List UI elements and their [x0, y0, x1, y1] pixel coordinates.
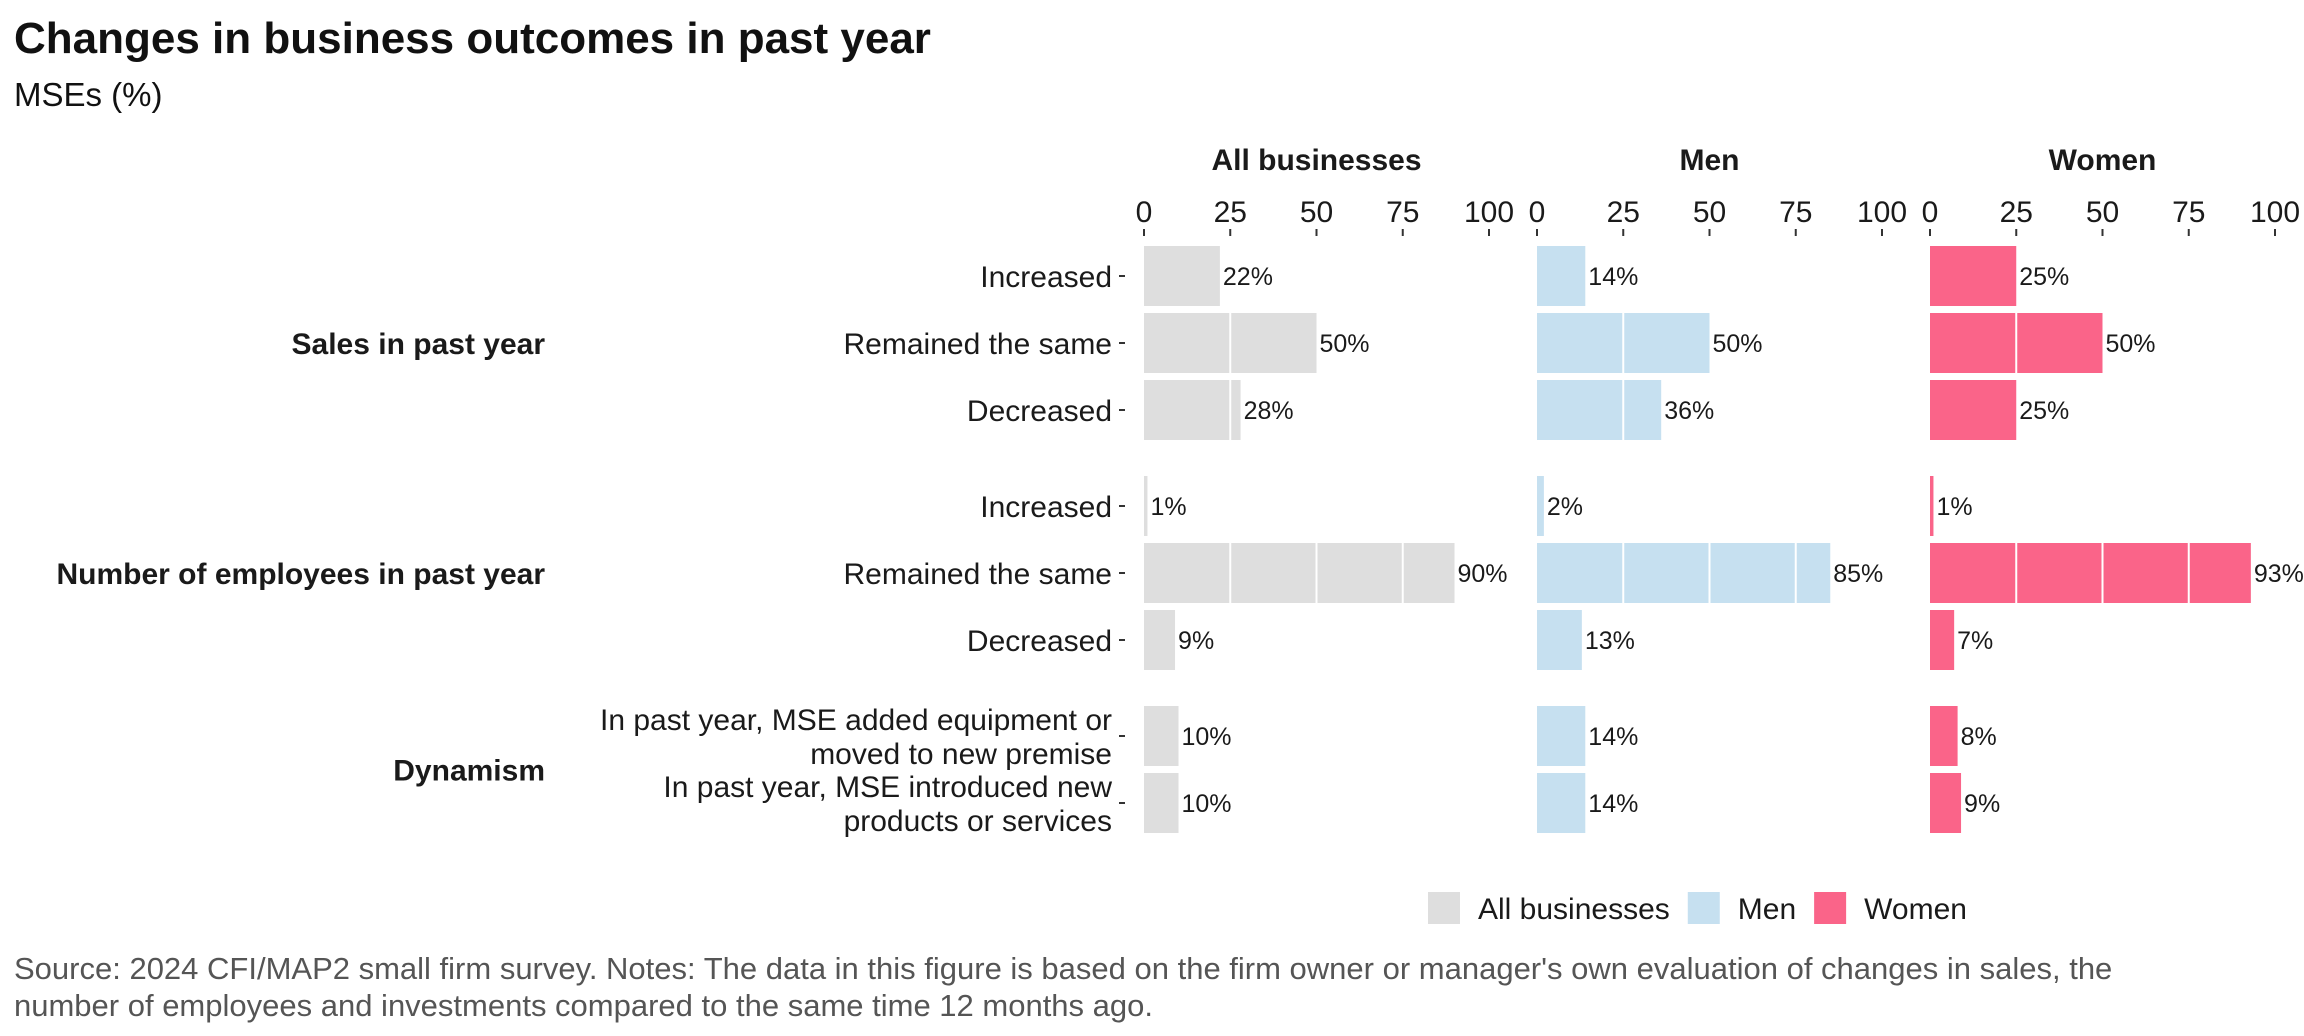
data-label: 50%	[2106, 330, 2156, 358]
bar	[1930, 610, 1955, 670]
bar	[1537, 773, 1586, 833]
bar	[1537, 706, 1586, 766]
row-label: Increased	[980, 261, 1112, 294]
group-label: Dynamism	[393, 755, 545, 788]
bar	[1144, 610, 1176, 670]
data-label: 1%	[1936, 493, 1972, 521]
x-tick-label: 100	[2250, 196, 2300, 229]
chart-plot: All businesses Men Women 0 25 50 75 100 0 25 50 75…	[57, 144, 2304, 926]
panel-headers: All businesses Men Women	[1211, 144, 2156, 177]
panel-header: All businesses	[1211, 144, 1421, 177]
group-label: Number of employees in past year	[57, 558, 546, 591]
data-label: 1%	[1150, 493, 1186, 521]
legend-label: Men	[1738, 893, 1796, 926]
data-label: 9%	[1964, 790, 2000, 818]
data-label: 10%	[1182, 790, 1232, 818]
x-tick-label: 25	[1607, 196, 1640, 229]
x-tick-label: 100	[1857, 196, 1907, 229]
data-label: 50%	[1713, 330, 1763, 358]
panel-header: Women	[2049, 144, 2157, 177]
bar	[1144, 543, 1455, 603]
bar	[1144, 380, 1241, 440]
group-label: Sales in past year	[292, 328, 546, 361]
bar	[1930, 543, 2251, 603]
data-label: 14%	[1588, 263, 1638, 291]
chart-title: Changes in business outcomes in past yea…	[14, 14, 931, 63]
axes: 0 25 50 75 100 0 25 50 75 100 0 25 50 75 100	[1119, 196, 2300, 804]
legend-swatch	[1814, 892, 1847, 924]
legend-label: All businesses	[1478, 893, 1670, 926]
row-label: Remained the same	[844, 328, 1112, 361]
row-label: Decreased	[967, 395, 1112, 428]
bar	[1930, 380, 2017, 440]
data-label: 13%	[1585, 627, 1635, 655]
x-tick-label: 75	[1779, 196, 1812, 229]
row-label: In past year, MSE added equipment or	[600, 704, 1112, 737]
data-label: 50%	[1320, 330, 1370, 358]
bar	[1144, 706, 1179, 766]
data-label: 7%	[1957, 627, 1993, 655]
x-tick-label: 50	[2086, 196, 2119, 229]
row-label: products or services	[844, 805, 1112, 838]
data-label: 9%	[1178, 627, 1214, 655]
row-label: In past year, MSE introduced new	[663, 771, 1112, 804]
x-tick-label: 0	[1922, 196, 1939, 229]
data-label: 14%	[1588, 723, 1638, 751]
bars: 22% 50% 28% 1% 90% 9% 10% 10% 14% 50% 36% 2% 85% 13% 1…	[1144, 246, 2304, 833]
x-tick-label: 0	[1529, 196, 1546, 229]
data-label: 10%	[1182, 723, 1232, 751]
legend-label: Women	[1864, 893, 1967, 926]
x-tick-label: 75	[1386, 196, 1419, 229]
legend: All businesses Men Women	[1428, 892, 1967, 926]
bar	[1537, 246, 1586, 306]
data-label: 25%	[2019, 397, 2069, 425]
bar	[1144, 246, 1220, 306]
bar	[1144, 476, 1148, 536]
x-tick-label: 50	[1300, 196, 1333, 229]
row-label: Decreased	[967, 625, 1112, 658]
bar	[1537, 610, 1582, 670]
x-tick-label: 50	[1693, 196, 1726, 229]
x-tick-label: 25	[1214, 196, 1247, 229]
x-tick-label: 75	[2172, 196, 2205, 229]
chart-source: Source: 2024 CFI/MAP2 small firm survey.…	[14, 951, 2113, 1023]
bar	[1930, 706, 1958, 766]
data-label: 90%	[1458, 560, 1508, 588]
chart-subtitle: MSEs (%)	[14, 76, 163, 113]
row-label: Remained the same	[844, 558, 1112, 591]
group-labels: Sales in past year Number of employees in…	[57, 328, 546, 788]
data-label: 14%	[1588, 790, 1638, 818]
x-tick-label: 100	[1464, 196, 1514, 229]
data-label: 36%	[1664, 397, 1714, 425]
x-tick-label: 0	[1136, 196, 1153, 229]
bar	[1144, 773, 1179, 833]
x-tick-label: 25	[2000, 196, 2033, 229]
legend-swatch	[1428, 892, 1460, 924]
bar	[1930, 476, 1934, 536]
legend-swatch	[1687, 892, 1720, 924]
bar	[1930, 773, 1962, 833]
bar	[1930, 246, 2017, 306]
data-label: 22%	[1223, 263, 1273, 291]
bar	[1537, 380, 1662, 440]
row-label: moved to new premise	[810, 738, 1112, 771]
data-label: 8%	[1961, 723, 1997, 751]
data-label: 2%	[1547, 493, 1583, 521]
bar	[1537, 476, 1544, 536]
data-label: 25%	[2019, 263, 2069, 291]
row-labels: Increased Remained the same Decreased Incre…	[600, 261, 1112, 838]
bar	[1537, 543, 1831, 603]
data-label: 93%	[2254, 560, 2304, 588]
row-label: Increased	[980, 491, 1112, 524]
data-label: 28%	[1244, 397, 1294, 425]
panel-header: Men	[1680, 144, 1740, 177]
data-label: 85%	[1833, 560, 1883, 588]
